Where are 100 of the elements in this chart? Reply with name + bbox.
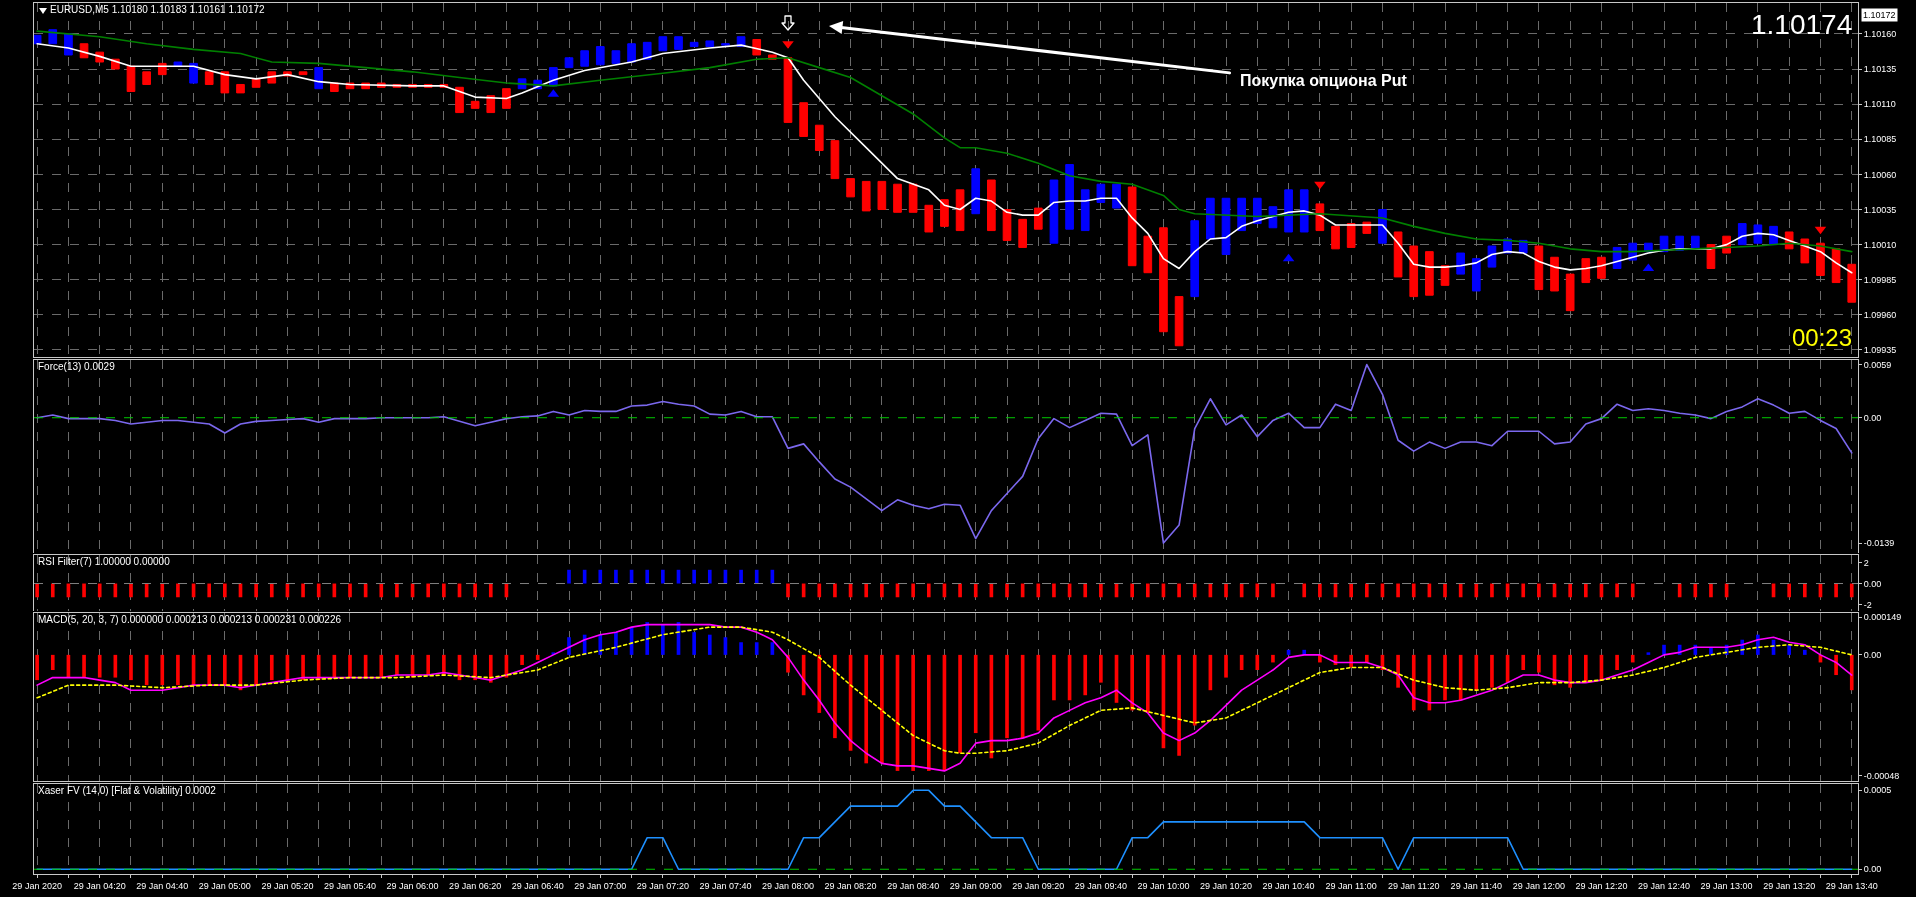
bar bbox=[1177, 654, 1181, 756]
candlestick bbox=[1033, 207, 1043, 230]
y-tick-label: 1.09960 bbox=[1863, 310, 1897, 321]
y-tick-label: -0.00048 bbox=[1863, 771, 1900, 782]
bar bbox=[1411, 654, 1416, 711]
x-tick-label: 29 Jan 08:40 bbox=[887, 880, 940, 891]
candlestick bbox=[611, 50, 621, 64]
candlestick bbox=[298, 71, 308, 76]
candlestick bbox=[1346, 223, 1356, 248]
bar bbox=[661, 624, 665, 655]
bar bbox=[614, 632, 618, 655]
bar bbox=[160, 654, 165, 686]
candlestick bbox=[1471, 258, 1481, 292]
candlestick bbox=[220, 71, 230, 94]
candlestick bbox=[689, 41, 699, 48]
candlestick bbox=[924, 204, 934, 233]
x-tick-label: 29 Jan 07:20 bbox=[636, 880, 689, 891]
x-tick-label: 29 Jan 06:40 bbox=[511, 880, 564, 891]
x-tick-label: 29 Jan 10:00 bbox=[1137, 880, 1190, 891]
candlestick bbox=[204, 71, 214, 85]
candlestick bbox=[893, 183, 902, 213]
candlestick bbox=[502, 88, 511, 109]
bar bbox=[754, 642, 759, 655]
bar bbox=[1083, 654, 1088, 696]
x-tick-label: 29 Jan 09:00 bbox=[949, 880, 1002, 891]
candlestick bbox=[1206, 197, 1215, 240]
bar bbox=[426, 654, 431, 676]
bar bbox=[254, 654, 258, 686]
bar bbox=[1802, 649, 1807, 655]
candlestick bbox=[1487, 245, 1497, 268]
x-tick-label: 29 Jan 12:40 bbox=[1638, 880, 1691, 891]
y-tick-label: 1.10085 bbox=[1863, 134, 1897, 145]
bar bbox=[817, 654, 822, 713]
x-tick-label: 29 Jan 13:00 bbox=[1700, 880, 1753, 891]
x-tick-label: 29 Jan 13:20 bbox=[1763, 880, 1816, 891]
candlestick bbox=[1597, 256, 1606, 279]
y-tick-label: 1.10035 bbox=[1863, 204, 1897, 215]
y-tick-label: 1.10160 bbox=[1863, 29, 1897, 40]
chart-title: Force(13) 0.0029 bbox=[38, 361, 116, 372]
candlestick bbox=[721, 43, 730, 46]
candlestick bbox=[1284, 189, 1293, 233]
candlestick bbox=[236, 83, 245, 94]
y-tick-label: 0.00 bbox=[1863, 412, 1882, 423]
candlestick bbox=[1112, 183, 1121, 209]
x-tick-label: 29 Jan 05:20 bbox=[261, 880, 314, 891]
candlestick bbox=[674, 36, 683, 50]
candlestick bbox=[1550, 256, 1559, 292]
y-tick-label: 1.10110 bbox=[1863, 99, 1896, 110]
candlestick bbox=[1847, 263, 1857, 303]
bar bbox=[1099, 654, 1103, 683]
candlestick bbox=[1706, 244, 1716, 269]
candlestick bbox=[1440, 265, 1450, 286]
bar bbox=[567, 637, 571, 655]
bar bbox=[1145, 654, 1150, 713]
x-tick-label: 29 Jan 10:40 bbox=[1262, 880, 1315, 891]
y-tick-label: 2 bbox=[1863, 557, 1869, 568]
x-tick-label: 29 Jan 07:00 bbox=[574, 880, 627, 891]
candlestick bbox=[1018, 218, 1027, 248]
candlestick bbox=[1534, 245, 1544, 291]
annotation: 00:23 bbox=[1792, 324, 1853, 351]
bar bbox=[176, 654, 180, 686]
candlestick bbox=[1565, 273, 1575, 312]
candlestick bbox=[1393, 231, 1403, 278]
bar bbox=[973, 654, 978, 734]
bar bbox=[1787, 644, 1791, 655]
candlestick bbox=[1221, 197, 1231, 255]
bar bbox=[1052, 654, 1056, 701]
candlestick bbox=[470, 100, 480, 109]
bar bbox=[535, 654, 540, 660]
bar bbox=[1490, 654, 1494, 688]
point bbox=[1314, 181, 1326, 190]
candlestick bbox=[1331, 225, 1340, 250]
x-tick-label: 29 Jan 09:40 bbox=[1074, 880, 1127, 891]
bar bbox=[473, 654, 477, 681]
x-tick-label: 29 Jan 12:20 bbox=[1575, 880, 1628, 891]
bar bbox=[301, 654, 305, 681]
bar bbox=[1005, 654, 1009, 739]
candlestick bbox=[1174, 296, 1184, 347]
bar bbox=[35, 654, 39, 681]
x-tick-label: 29 Jan 2020 bbox=[12, 880, 62, 891]
candlestick bbox=[752, 39, 762, 56]
bar bbox=[316, 654, 321, 681]
x-tick-label: 29 Jan 12:00 bbox=[1512, 880, 1565, 891]
y-tick-label: 0.00 bbox=[1863, 864, 1882, 875]
y-tick-label: 0.00 bbox=[1863, 578, 1882, 589]
candlestick bbox=[861, 180, 871, 212]
candlestick bbox=[814, 124, 824, 151]
bar bbox=[739, 642, 743, 655]
x-tick-label: 29 Jan 13:40 bbox=[1825, 880, 1878, 891]
bar bbox=[50, 654, 55, 671]
candlestick bbox=[846, 178, 855, 198]
candlestick bbox=[830, 140, 840, 180]
bar bbox=[1474, 654, 1479, 691]
x-tick-label: 29 Jan 07:40 bbox=[699, 880, 752, 891]
bar bbox=[926, 654, 931, 771]
chart-title: MACD(5, 20, 3, 7) 0.000000 0.000213 0.000213 0.000231 0.000226 bbox=[38, 614, 342, 625]
candlestick bbox=[1268, 206, 1278, 229]
x-tick-label: 29 Jan 05:00 bbox=[198, 880, 251, 891]
bar bbox=[1849, 654, 1854, 691]
x-tick-label: 29 Jan 08:00 bbox=[761, 880, 815, 891]
